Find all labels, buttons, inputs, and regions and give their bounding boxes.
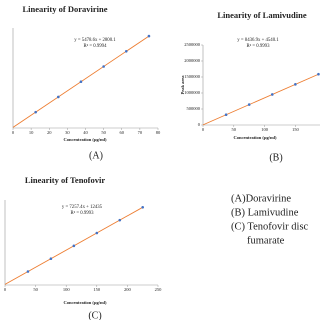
data-point — [102, 65, 105, 68]
x-tick-label: 0 — [12, 130, 15, 135]
x-tick-label: 50 — [33, 287, 38, 292]
data-point — [141, 206, 144, 209]
x-axis-label: Concentration (µg/ml) — [64, 300, 107, 305]
data-point — [95, 231, 99, 235]
data-point — [147, 34, 151, 38]
x-tick-label: 30 — [65, 130, 70, 135]
equation: y = 7257.4x + 12435 — [62, 205, 103, 210]
equation: y = 8436.9x + 4540.1 — [237, 38, 279, 43]
x-tick-label: 40 — [83, 130, 88, 135]
x-tick-label: 0 — [202, 127, 205, 132]
data-point — [294, 83, 297, 86]
x-tick-label: 100 — [63, 287, 71, 292]
data-point — [57, 95, 60, 99]
equation: y = 5478.6x + 2800.1 — [74, 38, 116, 43]
legend-item: (A)Doravirine — [231, 193, 291, 204]
x-tick-label: 80 — [156, 130, 161, 135]
trendline — [202, 73, 319, 126]
panel-label: (A) — [89, 150, 103, 161]
data-point — [49, 257, 53, 261]
y-tick-label: 1500000 — [184, 74, 201, 79]
panel-label: (C) — [88, 310, 101, 320]
y-tick-label: 0 — [198, 122, 201, 127]
panel-label: (B) — [269, 152, 282, 163]
y-tick-label: 500000 — [187, 106, 201, 111]
x-tick-label: 250 — [155, 287, 163, 292]
x-tick-label: 100 — [261, 127, 269, 132]
x-axis-label: Concentration (µg/ml) — [234, 135, 277, 140]
x-tick-label: 150 — [93, 287, 101, 292]
x-tick-label: 20 — [47, 130, 52, 135]
data-point — [124, 49, 128, 53]
x-tick-label: 70 — [138, 130, 143, 135]
data-point — [317, 72, 320, 76]
r-squared: R² = 0.9994 — [84, 43, 108, 49]
x-tick-label: 150 — [292, 127, 300, 132]
data-point — [79, 80, 83, 84]
x-tick-label: 200 — [124, 287, 132, 292]
x-axis-label: Concentration (µg/ml) — [64, 137, 107, 142]
y-tick-label: 1000000 — [184, 90, 201, 95]
data-point — [72, 244, 76, 248]
x-tick-label: 50 — [101, 130, 106, 135]
x-tick-label: 10 — [29, 130, 34, 135]
chart-title: Linearity of Lamivudine — [217, 10, 306, 20]
y-tick-label: 2500000 — [184, 42, 201, 47]
y-tick-label: 2000000 — [184, 58, 201, 63]
data-point — [224, 113, 228, 117]
r-squared: R² = 0.9993 — [71, 210, 95, 216]
legend-item: (B) Lamivudine — [231, 207, 299, 218]
x-tick-label: 50 — [232, 127, 237, 132]
r-squared: R² = 0.9993 — [247, 43, 271, 49]
chart-title: Linearity of Tenofovir — [25, 175, 106, 185]
x-tick-label: 60 — [120, 130, 125, 135]
chart-title: Linearity of Doravirine — [23, 4, 108, 14]
data-point — [247, 103, 251, 106]
data-point — [270, 93, 274, 96]
x-tick-label: 0 — [4, 287, 7, 292]
legend-item: fumarate — [247, 235, 285, 246]
data-point — [34, 110, 37, 114]
legend-item: (C) Tenofovir disc — [231, 221, 309, 232]
data-point — [118, 218, 122, 222]
data-point — [26, 270, 30, 273]
y-axis-label: Peak area — [180, 75, 185, 95]
